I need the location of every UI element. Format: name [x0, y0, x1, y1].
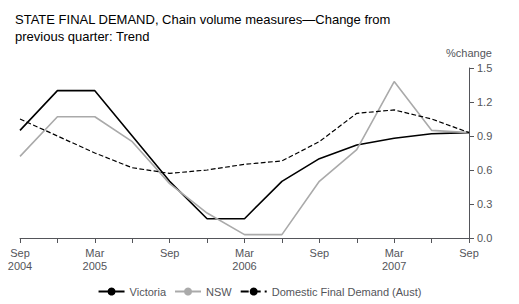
svg-text:%change: %change [446, 47, 492, 59]
svg-text:1.5: 1.5 [477, 62, 492, 74]
svg-text:previous quarter: Trend: previous quarter: Trend [15, 29, 149, 44]
svg-text:0.6: 0.6 [477, 164, 492, 176]
svg-text:2006: 2006 [232, 260, 256, 272]
svg-text:2007: 2007 [382, 260, 406, 272]
svg-text:2005: 2005 [83, 260, 107, 272]
svg-text:Sep: Sep [160, 247, 180, 259]
svg-text:STATE FINAL DEMAND, Chain volu: STATE FINAL DEMAND, Chain volume measure… [15, 12, 390, 27]
svg-text:Sep: Sep [10, 247, 30, 259]
svg-text:Victoria: Victoria [130, 286, 167, 298]
svg-text:Mar: Mar [85, 247, 104, 259]
svg-text:Mar: Mar [385, 247, 404, 259]
svg-text:0.0: 0.0 [477, 232, 492, 244]
svg-text:Sep: Sep [310, 247, 330, 259]
svg-text:0.9: 0.9 [477, 130, 492, 142]
svg-text:Mar: Mar [235, 247, 254, 259]
svg-text:Domestic Final Demand (Aust): Domestic Final Demand (Aust) [272, 286, 422, 298]
svg-text:2004: 2004 [8, 260, 32, 272]
svg-text:Sep: Sep [459, 247, 479, 259]
svg-text:NSW: NSW [206, 286, 232, 298]
svg-text:1.2: 1.2 [477, 96, 492, 108]
svg-text:0.3: 0.3 [477, 198, 492, 210]
